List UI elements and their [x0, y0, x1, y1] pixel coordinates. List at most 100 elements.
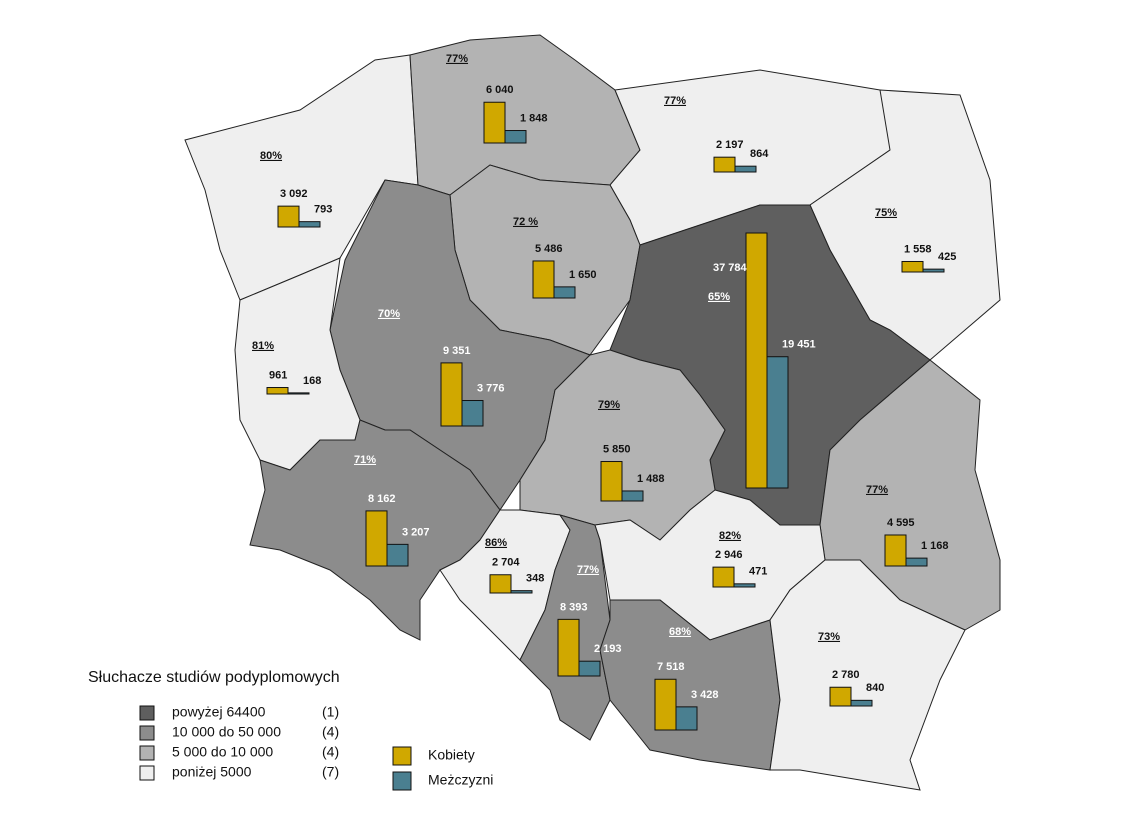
- share-label: 81%: [252, 340, 274, 352]
- legend-count: (4): [322, 744, 339, 760]
- bar-men: [510, 590, 533, 594]
- value-label: 19 451: [782, 339, 816, 351]
- value-label: 168: [303, 375, 321, 387]
- bar-women: [557, 618, 580, 677]
- region: [184, 54, 419, 301]
- overlay: 80% 3 092 793 77% 6 040 1 848 77% 2 197 864 75% 1 …: [252, 53, 956, 731]
- bar-men: [922, 268, 945, 273]
- legend-swatch: [139, 745, 155, 761]
- value-label: 2 946: [715, 549, 743, 561]
- bar-women: [277, 205, 300, 228]
- legend-count: (7): [322, 764, 339, 780]
- share-label: 70%: [378, 308, 400, 320]
- value-label: 471: [749, 566, 767, 578]
- value-label: 864: [750, 148, 769, 160]
- bar-men: [298, 221, 321, 228]
- share-label: 77%: [577, 564, 599, 576]
- share-label: 77%: [664, 95, 686, 107]
- value-label: 8 162: [368, 493, 396, 505]
- bar-women: [829, 686, 852, 707]
- bar-men: [675, 706, 698, 731]
- share-label: 77%: [446, 53, 468, 65]
- bar-men: [621, 490, 644, 502]
- bar-men: [578, 660, 601, 677]
- bar-women: [532, 260, 555, 299]
- value-label: 3 207: [402, 526, 430, 538]
- bar-men: [553, 286, 576, 299]
- share-label: 82%: [719, 530, 741, 542]
- share-label: 80%: [260, 150, 282, 162]
- bar-women: [440, 362, 463, 427]
- bar-men: [504, 130, 527, 144]
- value-label: 3 092: [280, 188, 308, 200]
- value-label: 1 168: [921, 540, 949, 552]
- value-label: 2 193: [594, 643, 622, 655]
- legend-count: (1): [322, 704, 339, 720]
- bar-men: [850, 699, 873, 707]
- share-label: 72 %: [513, 216, 538, 228]
- legend-swatch: [139, 705, 155, 721]
- legend-swatch: [392, 771, 412, 791]
- value-label: 3 428: [691, 689, 719, 701]
- bar-men: [461, 400, 484, 427]
- value-label: 4 595: [887, 517, 915, 529]
- bar-men: [287, 392, 310, 395]
- legend-label: poniżej 5000: [172, 764, 252, 780]
- value-label: 5 850: [603, 443, 631, 455]
- bar-men: [386, 543, 409, 567]
- legend-swatch: [139, 725, 155, 741]
- share-label: 77%: [866, 484, 888, 496]
- value-label: 793: [314, 204, 332, 216]
- bar-women: [745, 232, 768, 489]
- bar-women: [884, 534, 907, 567]
- bar-women: [713, 156, 736, 173]
- value-label: 1 558: [904, 243, 932, 255]
- value-label: 5 486: [535, 243, 563, 255]
- share-label: 75%: [875, 207, 897, 219]
- share-label: 71%: [354, 454, 376, 466]
- share-label: 65%: [708, 291, 730, 303]
- value-label: 840: [866, 682, 884, 694]
- region: [769, 559, 966, 791]
- bar-women: [266, 387, 289, 395]
- value-label: 2 780: [832, 669, 860, 681]
- share-label: 79%: [598, 399, 620, 411]
- legend-count: (4): [322, 724, 339, 740]
- legend-label: powyżej 64400: [172, 704, 266, 720]
- bar-women: [901, 260, 924, 273]
- bar-women: [600, 461, 623, 502]
- legend-label: 5 000 do 10 000: [172, 744, 273, 760]
- value-label: 348: [526, 573, 544, 585]
- bar-women: [712, 566, 735, 588]
- value-label: 37 784: [713, 262, 748, 274]
- value-label: 2 197: [716, 139, 744, 151]
- legend-swatch: [392, 746, 412, 766]
- bar-women: [483, 101, 506, 144]
- bar-men: [733, 583, 756, 588]
- value-label: 1 848: [520, 112, 548, 124]
- share-label: 73%: [818, 631, 840, 643]
- bar-women: [654, 678, 677, 731]
- share-label: 68%: [669, 626, 691, 638]
- bar-men: [734, 165, 757, 173]
- bar-men: [766, 356, 789, 489]
- region: [599, 599, 781, 771]
- value-label: 3 776: [477, 382, 505, 394]
- bar-women: [489, 574, 512, 594]
- value-label: 2 704: [492, 557, 520, 569]
- value-label: 425: [938, 251, 956, 263]
- value-label: 6 040: [486, 84, 514, 96]
- legend-label: Meżczyzni: [428, 772, 493, 788]
- legend-swatch: [139, 765, 155, 781]
- legend-label: 10 000 do 50 000: [172, 724, 281, 740]
- value-label: 1 488: [637, 473, 665, 485]
- legend-title: Słuchacze studiów podyplomowych: [88, 669, 340, 686]
- value-label: 961: [269, 369, 287, 381]
- legend-label: Kobiety: [428, 747, 475, 763]
- value-label: 1 650: [569, 269, 597, 281]
- value-label: 7 518: [657, 661, 685, 673]
- share-label: 86%: [485, 537, 507, 549]
- bar-men: [905, 557, 928, 567]
- value-label: 9 351: [443, 345, 471, 357]
